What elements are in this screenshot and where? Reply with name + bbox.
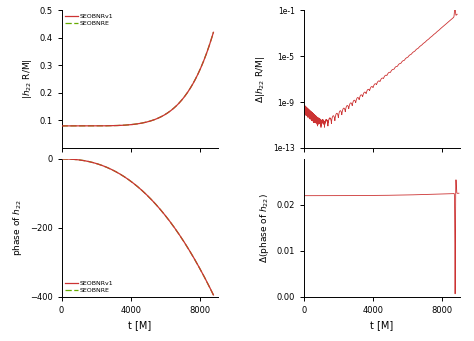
Legend: SEOBNRv1, SEOBNRE: SEOBNRv1, SEOBNRE: [65, 13, 114, 27]
SEOBNRE: [158, 208, 164, 212]
SEOBNRE: [59, 157, 64, 161]
SEOBNRE: [183, 93, 189, 97]
SEOBNRv1: [67, 157, 73, 161]
SEOBNRv1: [151, 118, 157, 122]
Y-axis label: $|h_{22}$ R/M$|$: $|h_{22}$ R/M$|$: [21, 59, 34, 100]
SEOBNRE: [151, 200, 157, 204]
SEOBNRE: [59, 124, 64, 128]
SEOBNRE: [158, 115, 164, 119]
Line: SEOBNRE: SEOBNRE: [62, 159, 213, 295]
Legend: SEOBNRv1, SEOBNRE: SEOBNRv1, SEOBNRE: [65, 280, 114, 294]
SEOBNRE: [174, 103, 180, 107]
X-axis label: t [M]: t [M]: [128, 320, 151, 330]
SEOBNRE: [174, 230, 180, 234]
SEOBNRE: [67, 124, 73, 128]
SEOBNRv1: [151, 200, 157, 204]
SEOBNRv1: [183, 93, 189, 97]
SEOBNRE: [67, 157, 73, 161]
SEOBNRE: [115, 171, 121, 175]
Line: SEOBNRE: SEOBNRE: [62, 32, 213, 126]
SEOBNRv1: [158, 115, 164, 119]
SEOBNRv1: [174, 230, 180, 234]
SEOBNRv1: [59, 157, 64, 161]
SEOBNRv1: [67, 124, 73, 128]
Y-axis label: $\Delta$(phase of $h_{22}$): $\Delta$(phase of $h_{22}$): [258, 193, 271, 263]
SEOBNRE: [115, 123, 121, 128]
SEOBNRv1: [183, 242, 189, 247]
Line: SEOBNRv1: SEOBNRv1: [62, 32, 213, 126]
Line: SEOBNRv1: SEOBNRv1: [62, 159, 213, 295]
X-axis label: t [M]: t [M]: [370, 320, 393, 330]
SEOBNRv1: [115, 123, 121, 128]
SEOBNRv1: [174, 103, 180, 107]
SEOBNRv1: [115, 171, 121, 175]
SEOBNRv1: [158, 208, 164, 212]
Y-axis label: phase of $h_{22}$: phase of $h_{22}$: [11, 199, 24, 256]
Y-axis label: $\Delta|h_{22}$ R/M$|$: $\Delta|h_{22}$ R/M$|$: [255, 56, 267, 103]
SEOBNRv1: [59, 124, 64, 128]
SEOBNRE: [151, 118, 157, 122]
SEOBNRE: [183, 242, 189, 247]
